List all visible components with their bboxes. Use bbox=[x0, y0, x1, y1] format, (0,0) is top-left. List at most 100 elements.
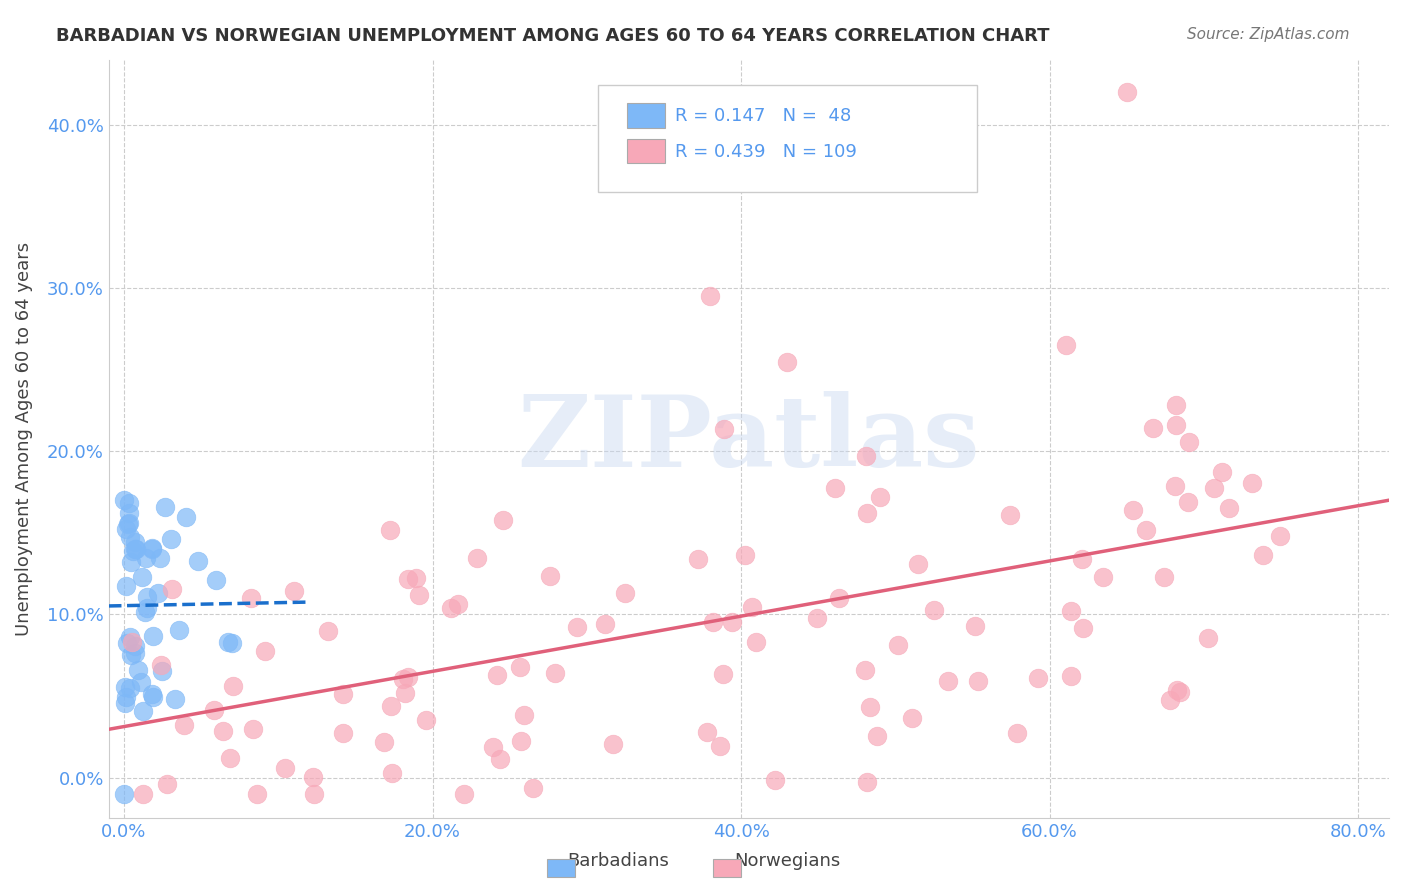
Point bbox=[869, 490, 891, 504]
Point bbox=[141, 541, 163, 556]
Point bbox=[141, 541, 163, 555]
Point bbox=[153, 500, 176, 514]
Point bbox=[465, 551, 488, 566]
Point bbox=[613, 585, 636, 599]
Point bbox=[1251, 548, 1274, 562]
Point bbox=[124, 640, 146, 654]
Point bbox=[141, 687, 163, 701]
Point bbox=[734, 549, 756, 563]
Point bbox=[373, 735, 395, 749]
Point bbox=[149, 550, 172, 565]
Point bbox=[415, 713, 437, 727]
Point bbox=[936, 674, 959, 689]
Point bbox=[391, 672, 413, 686]
Point bbox=[221, 636, 243, 650]
Point bbox=[1163, 479, 1185, 493]
Point bbox=[855, 506, 877, 520]
Point bbox=[1197, 631, 1219, 645]
Point bbox=[1026, 672, 1049, 686]
Point bbox=[302, 787, 325, 801]
Point bbox=[219, 750, 242, 764]
Point bbox=[447, 597, 470, 611]
Point bbox=[1071, 552, 1094, 566]
Point bbox=[131, 675, 153, 690]
Point bbox=[453, 787, 475, 801]
Point bbox=[187, 554, 209, 568]
Point bbox=[118, 681, 141, 695]
Point bbox=[853, 663, 876, 677]
Text: Barbadians: Barbadians bbox=[568, 852, 669, 870]
Point bbox=[146, 586, 169, 600]
Text: R = 0.439   N = 109: R = 0.439 N = 109 bbox=[675, 143, 856, 161]
Point bbox=[1122, 503, 1144, 517]
Point bbox=[120, 630, 142, 644]
Point bbox=[1060, 604, 1083, 618]
Point bbox=[112, 787, 135, 801]
Point bbox=[1059, 669, 1081, 683]
Point bbox=[1211, 465, 1233, 479]
Point bbox=[135, 550, 157, 565]
Point bbox=[763, 773, 786, 788]
Point bbox=[509, 660, 531, 674]
Text: Norwegians: Norwegians bbox=[734, 852, 841, 870]
Point bbox=[696, 725, 718, 739]
Point bbox=[174, 509, 197, 524]
Point bbox=[965, 619, 987, 633]
Point bbox=[1166, 682, 1188, 697]
Point bbox=[253, 644, 276, 658]
Point bbox=[998, 508, 1021, 522]
Point bbox=[513, 707, 536, 722]
Point bbox=[160, 582, 183, 597]
Point bbox=[142, 690, 165, 704]
Point bbox=[118, 516, 141, 530]
Point bbox=[485, 668, 508, 682]
Point bbox=[163, 692, 186, 706]
Point bbox=[120, 556, 142, 570]
Point bbox=[709, 739, 731, 753]
Point bbox=[855, 775, 877, 789]
Point bbox=[283, 584, 305, 599]
Point bbox=[396, 572, 419, 586]
Point bbox=[378, 523, 401, 537]
Point bbox=[1164, 418, 1187, 433]
Point bbox=[124, 646, 146, 660]
Point bbox=[1071, 621, 1094, 635]
Point bbox=[173, 718, 195, 732]
Point bbox=[134, 605, 156, 619]
Point bbox=[132, 787, 155, 801]
Point bbox=[332, 726, 354, 740]
Point bbox=[217, 635, 239, 649]
Point bbox=[1268, 529, 1291, 543]
Point bbox=[222, 679, 245, 693]
Point bbox=[567, 620, 589, 634]
Point bbox=[122, 544, 145, 558]
Point bbox=[538, 568, 561, 582]
Point bbox=[115, 578, 138, 592]
Point bbox=[1202, 482, 1225, 496]
Text: BARBADIAN VS NORWEGIAN UNEMPLOYMENT AMONG AGES 60 TO 64 YEARS CORRELATION CHART: BARBADIAN VS NORWEGIAN UNEMPLOYMENT AMON… bbox=[56, 27, 1050, 45]
Point bbox=[394, 685, 416, 699]
Point bbox=[489, 751, 512, 765]
Point bbox=[204, 573, 226, 587]
Point bbox=[702, 615, 724, 629]
Point bbox=[318, 624, 340, 638]
Point bbox=[1218, 501, 1240, 516]
Point bbox=[1135, 523, 1157, 537]
Point bbox=[202, 703, 225, 717]
Point bbox=[1241, 476, 1264, 491]
Point bbox=[114, 690, 136, 704]
Point bbox=[149, 658, 172, 673]
Point bbox=[966, 673, 988, 688]
Point bbox=[150, 664, 173, 678]
Point bbox=[1177, 495, 1199, 509]
Point bbox=[242, 722, 264, 736]
Point bbox=[239, 591, 262, 606]
Point bbox=[859, 699, 882, 714]
Text: R = 0.147   N =  48: R = 0.147 N = 48 bbox=[675, 107, 851, 125]
Point bbox=[866, 729, 889, 743]
Point bbox=[713, 422, 735, 436]
Point bbox=[492, 513, 515, 527]
Point bbox=[901, 711, 924, 725]
Point bbox=[824, 481, 846, 495]
Point bbox=[405, 570, 427, 584]
